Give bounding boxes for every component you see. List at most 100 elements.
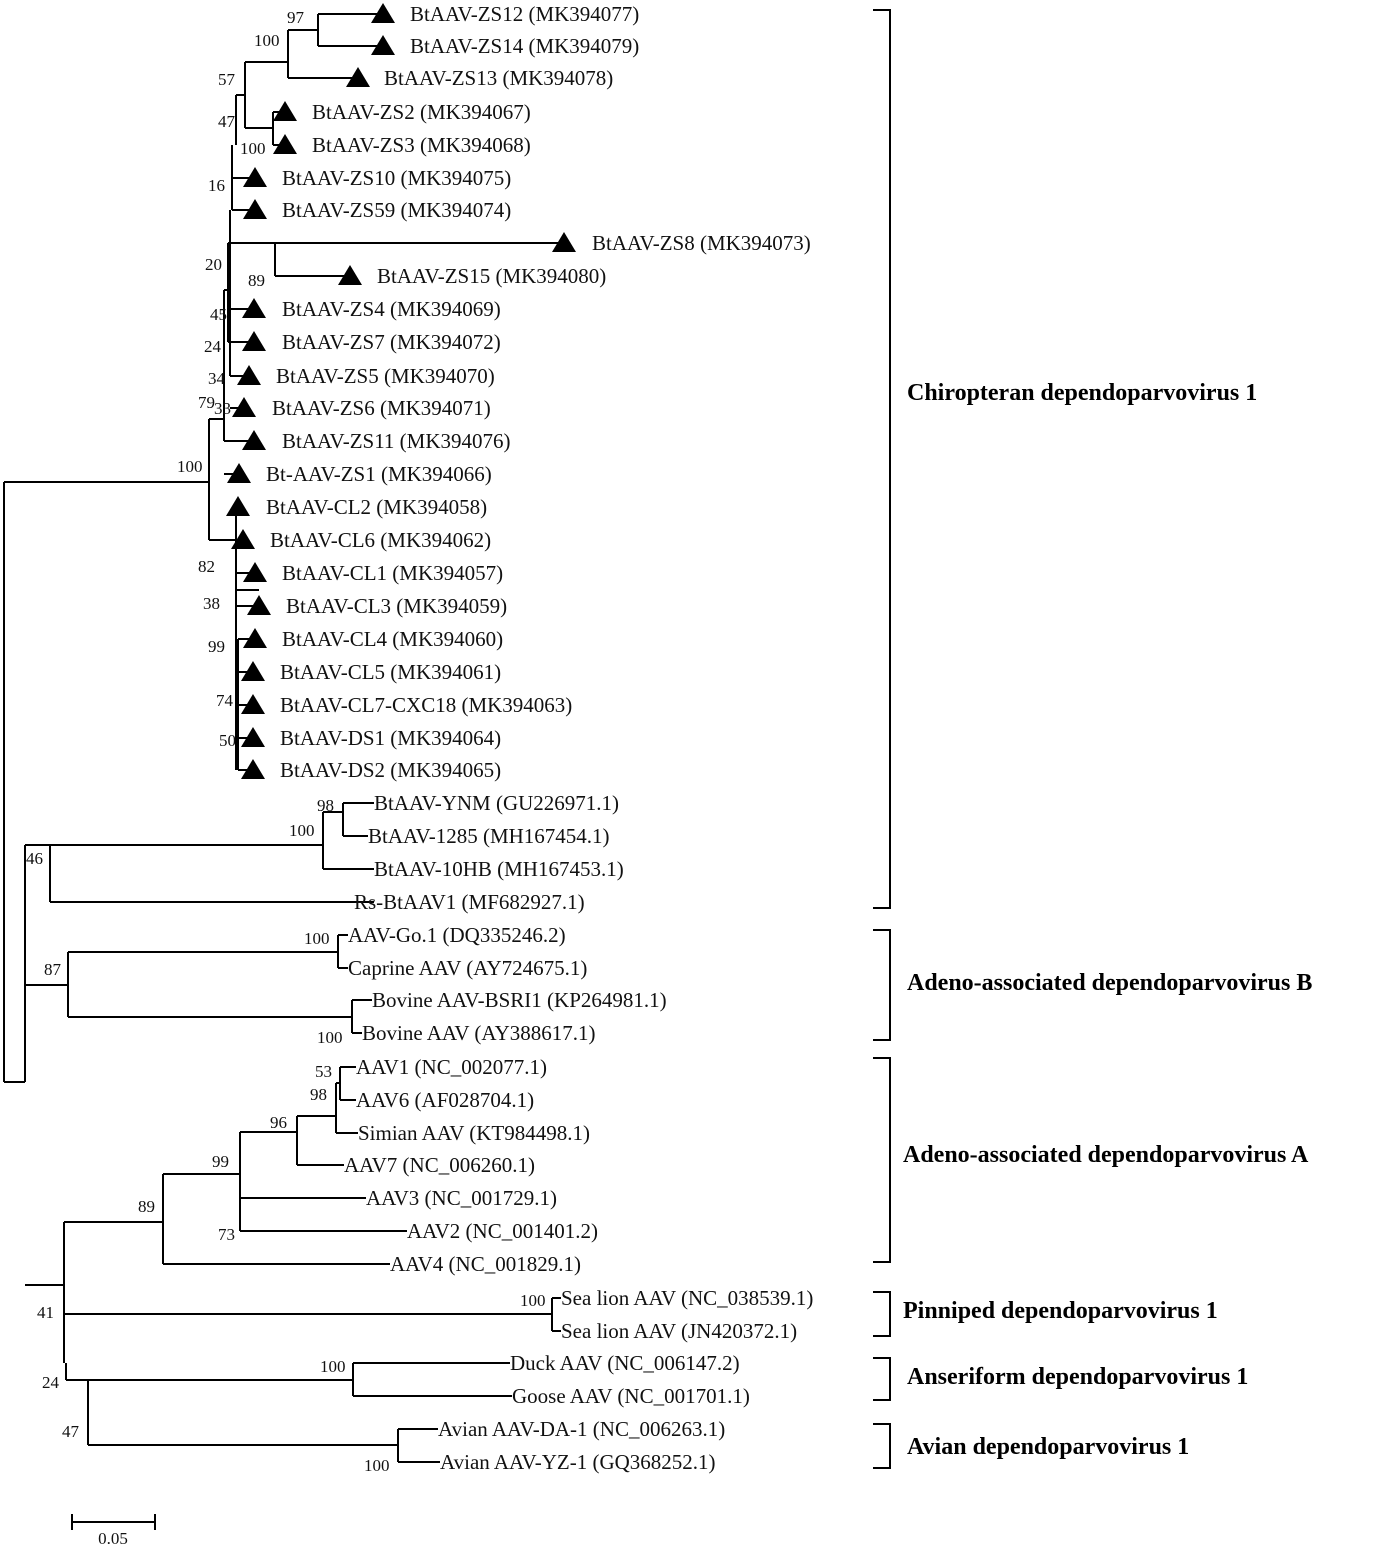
bootstrap-value: 100 [304, 929, 330, 948]
bootstrap-value: 99 [208, 637, 225, 656]
leaf-label: AAV-Go.1 (DQ335246.2) [348, 923, 566, 947]
leaf-label: Goose AAV (NC_001701.1) [512, 1384, 750, 1408]
leaf-label: Bovine AAV (AY388617.1) [362, 1021, 596, 1045]
bootstrap-value: 46 [26, 849, 43, 868]
bootstrap-value: 89 [248, 271, 265, 290]
clade-label: Adeno-associated dependoparvovirus B [907, 970, 1312, 996]
leaf-label: Avian AAV-DA-1 (NC_006263.1) [438, 1417, 725, 1441]
clade-label: Chiropteran dependoparvovirus 1 [907, 380, 1257, 406]
clade-label: Pinniped dependoparvovirus 1 [903, 1298, 1218, 1324]
leaf-label: BtAAV-ZS2 (MK394067) [312, 100, 531, 124]
bootstrap-value: 38 [203, 594, 220, 613]
leaf-label: Caprine AAV (AY724675.1) [348, 956, 587, 980]
bootstrap-value: 47 [62, 1422, 80, 1441]
leaf-label: BtAAV-ZS11 (MK394076) [282, 429, 511, 453]
bootstrap-value: 89 [138, 1197, 155, 1216]
leaf-label: AAV4 (NC_001829.1) [390, 1252, 581, 1276]
clade-bracket [873, 1291, 891, 1337]
triangle-marker-icon [247, 595, 271, 615]
triangle-marker-icon [338, 265, 362, 285]
leaf-label: Bt-AAV-ZS1 (MK394066) [266, 462, 492, 486]
bootstrap-labels: 9710057471001620894524343379100823899745… [26, 8, 546, 1475]
leaf-label: BtAAV-CL5 (MK394061) [280, 660, 501, 684]
bootstrap-value: 100 [320, 1357, 346, 1376]
leaf-label: BtAAV-CL3 (MK394059) [286, 594, 507, 618]
leaf-label: Simian AAV (KT984498.1) [358, 1121, 590, 1145]
triangle-marker-icon [243, 199, 267, 219]
triangle-marker-icon [232, 397, 256, 417]
triangle-marker-icon [241, 661, 265, 681]
scale-bar: 0.05 [71, 1514, 156, 1547]
bootstrap-value: 20 [205, 255, 222, 274]
leaf-labels: BtAAV-ZS12 (MK394077) BtAAV-ZS14 (MK39407… [266, 2, 813, 1474]
clade-bracket [873, 1423, 891, 1469]
leaf-label: BtAAV-ZS10 (MK394075) [282, 166, 511, 190]
triangle-marker-icon [243, 628, 267, 648]
leaf-label: Sea lion AAV (NC_038539.1) [561, 1286, 813, 1310]
clade-label: Anseriform dependoparvovirus 1 [907, 1364, 1248, 1390]
leaf-label: AAV1 (NC_002077.1) [356, 1055, 547, 1079]
leaf-label: BtAAV-ZS59 (MK394074) [282, 198, 511, 222]
triangle-marker-icon [346, 67, 370, 87]
bootstrap-value: 33 [214, 399, 231, 418]
bootstrap-value: 41 [37, 1303, 54, 1322]
bootstrap-value: 16 [208, 176, 225, 195]
leaf-label: BtAAV-DS2 (MK394065) [280, 758, 501, 782]
leaf-label: Duck AAV (NC_006147.2) [510, 1351, 740, 1375]
leaf-label: AAV7 (NC_006260.1) [344, 1153, 535, 1177]
bootstrap-value: 97 [287, 8, 305, 27]
triangle-marker-icon [241, 694, 265, 714]
triangle-marker-icon [241, 759, 265, 779]
leaf-label: Rs-BtAAV1 (MF682927.1) [354, 890, 585, 914]
leaf-label: BtAAV-DS1 (MK394064) [280, 726, 501, 750]
triangle-marker-icon [243, 167, 267, 187]
bootstrap-value: 100 [240, 139, 266, 158]
leaf-label: BtAAV-CL2 (MK394058) [266, 495, 487, 519]
triangle-marker-icon [237, 365, 261, 385]
clade-label: Avian dependoparvovirus 1 [907, 1434, 1189, 1460]
leaf-label: BtAAV-ZS3 (MK394068) [312, 133, 531, 157]
bootstrap-value: 98 [317, 796, 334, 815]
bootstrap-value: 74 [216, 691, 234, 710]
leaf-label: BtAAV-CL7-CXC18 (MK394063) [280, 693, 572, 717]
leaf-label: BtAAV-ZS7 (MK394072) [282, 330, 501, 354]
leaf-label: AAV2 (NC_001401.2) [407, 1219, 598, 1243]
leaf-label: BtAAV-ZS4 (MK394069) [282, 297, 501, 321]
clade-bracket [873, 1357, 891, 1401]
clade-bracket [873, 1057, 891, 1263]
bootstrap-value: 100 [364, 1456, 390, 1475]
bootstrap-value: 79 [198, 393, 215, 412]
leaf-label: BtAAV-ZS12 (MK394077) [410, 2, 639, 26]
leaf-label: BtAAV-ZS13 (MK394078) [384, 66, 613, 90]
triangle-marker-icon [273, 101, 297, 121]
leaf-label: Bovine AAV-BSRI1 (KP264981.1) [372, 988, 667, 1012]
leaf-label: BtAAV-ZS6 (MK394071) [272, 396, 491, 420]
leaf-label: Sea lion AAV (JN420372.1) [561, 1319, 797, 1343]
bootstrap-value: 100 [289, 821, 315, 840]
bootstrap-value: 99 [212, 1152, 229, 1171]
triangle-marker-icon [231, 529, 255, 549]
leaf-label: Avian AAV-YZ-1 (GQ368252.1) [440, 1450, 716, 1474]
bootstrap-value: 73 [218, 1225, 235, 1244]
leaf-label: BtAAV-10HB (MH167453.1) [374, 857, 624, 881]
triangle-marker-icon [243, 562, 267, 582]
leaf-label: BtAAV-ZS8 (MK394073) [592, 231, 811, 255]
clade-bracket [873, 9, 891, 909]
clade-label: Adeno-associated dependoparvovirus A [903, 1142, 1309, 1168]
triangle-marker-icon [242, 298, 266, 318]
bootstrap-value: 24 [42, 1373, 60, 1392]
triangle-marker-icon [242, 430, 266, 450]
bootstrap-value: 50 [219, 731, 236, 750]
bootstrap-value: 100 [177, 457, 203, 476]
leaf-label: BtAAV-1285 (MH167454.1) [368, 824, 610, 848]
leaf-label: BtAAV-ZS5 (MK394070) [276, 364, 495, 388]
leaf-label: BtAAV-ZS14 (MK394079) [410, 34, 639, 58]
bootstrap-value: 100 [520, 1291, 546, 1310]
bootstrap-value: 24 [204, 337, 222, 356]
clade-brackets [873, 9, 891, 1469]
bootstrap-value: 45 [210, 305, 227, 324]
scale-bar-label: 0.05 [98, 1529, 128, 1547]
bootstrap-value: 82 [198, 557, 215, 576]
bootstrap-value: 87 [44, 960, 62, 979]
